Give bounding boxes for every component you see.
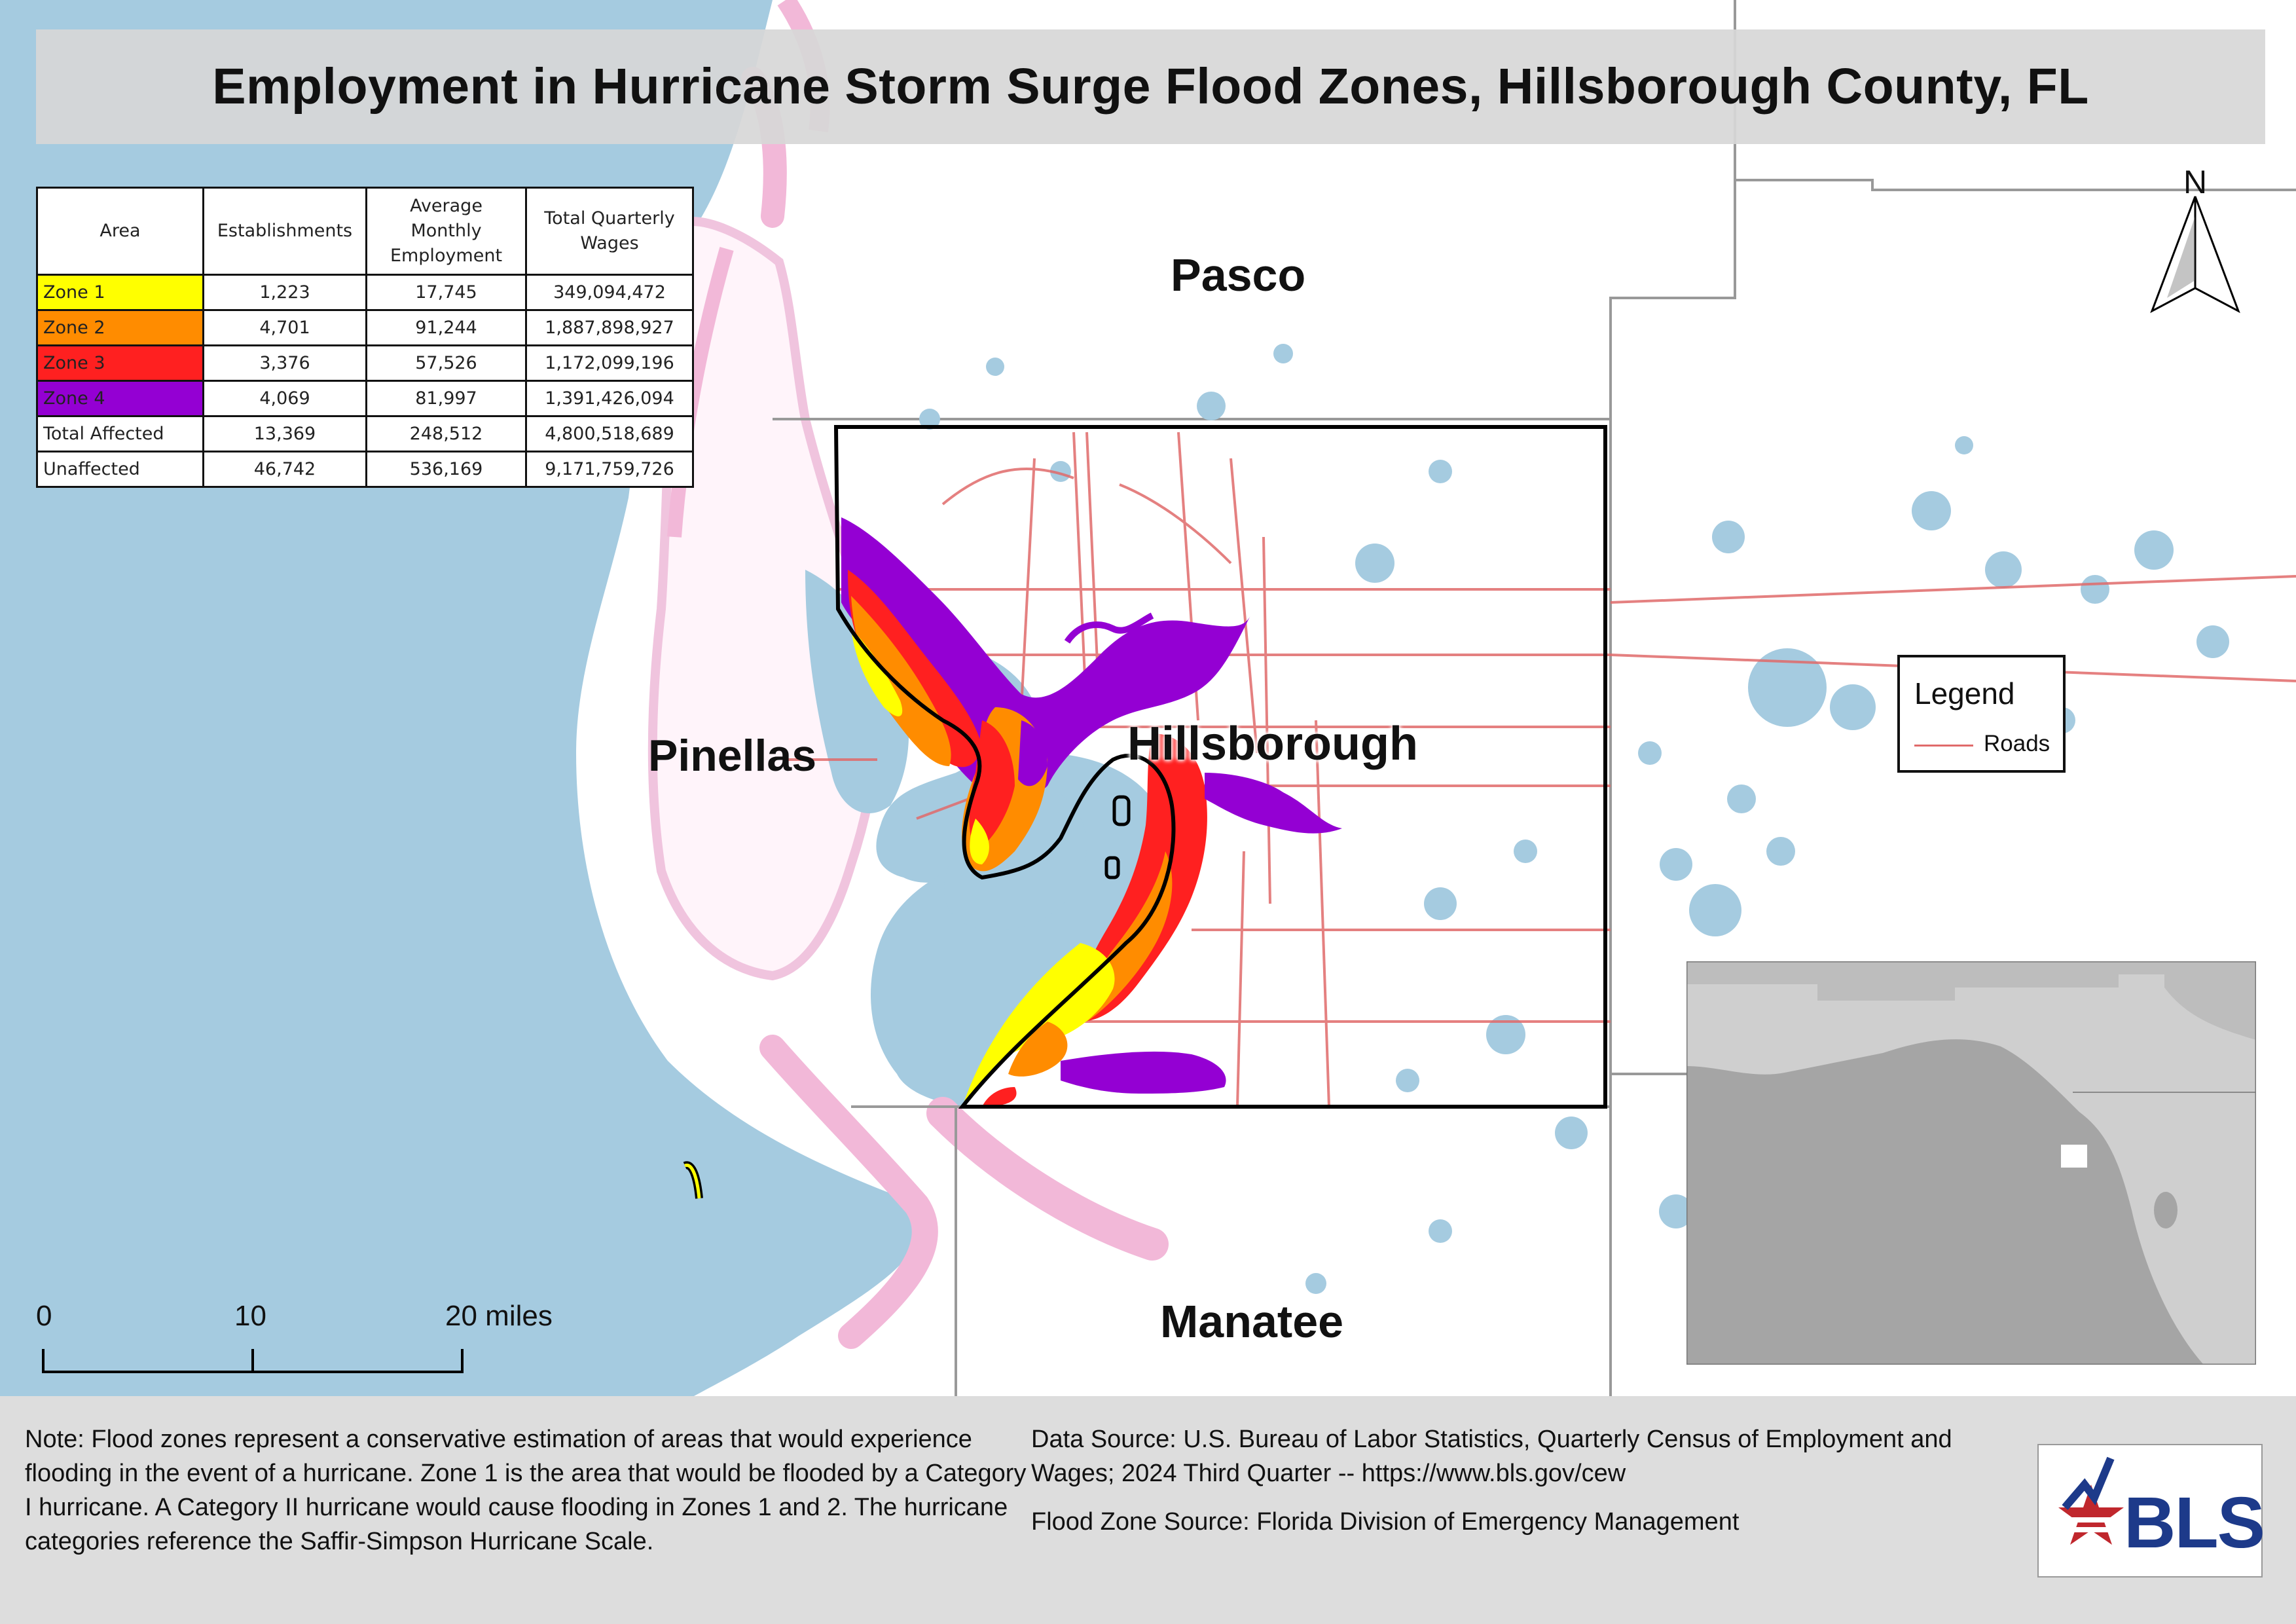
legend-title: Legend bbox=[1914, 676, 2015, 710]
row-wages-cell: 349,094,472 bbox=[525, 274, 694, 311]
flood-zone-3-area bbox=[848, 570, 982, 767]
row-wages-cell: 1,172,099,196 bbox=[525, 344, 694, 382]
header-area: Area bbox=[36, 187, 204, 276]
county-label-hillsborough: Hillsborough bbox=[1127, 718, 1418, 770]
pinellas-peninsula bbox=[647, 217, 884, 981]
bls-star-icon bbox=[2052, 1456, 2130, 1545]
header-employment: Average Monthly Employment bbox=[365, 187, 527, 276]
county-label-pinellas: Pinellas bbox=[648, 731, 817, 781]
row-establishments-cell: 46,742 bbox=[202, 451, 367, 488]
row-wages-cell: 9,171,759,726 bbox=[525, 451, 694, 488]
bay-island bbox=[684, 1163, 701, 1199]
footer-sources: Data Source: U.S. Bureau of Labor Statis… bbox=[1031, 1422, 2013, 1553]
table-header-row: Area Establishments Average Monthly Empl… bbox=[36, 187, 694, 276]
row-establishments-cell: 4,701 bbox=[202, 309, 367, 346]
row-establishments-cell: 13,369 bbox=[202, 415, 367, 452]
scale-label-20: 20 miles bbox=[445, 1300, 553, 1332]
header-establishments: Establishments bbox=[202, 187, 367, 276]
bay-island bbox=[1104, 856, 1120, 879]
map-title: Employment in Hurricane Storm Surge Floo… bbox=[212, 58, 2089, 115]
row-establishments-cell: 4,069 bbox=[202, 380, 367, 417]
flood-zone-2-area bbox=[851, 596, 951, 766]
county-label-manatee: Manatee bbox=[1160, 1296, 1344, 1347]
flood-zone-1-area bbox=[851, 629, 903, 716]
north-arrow-label: N bbox=[2183, 164, 2207, 200]
bls-logo-text: BLS bbox=[2124, 1483, 2265, 1563]
table-row: Total Affected 13,369 248,512 4,800,518,689 bbox=[36, 415, 694, 452]
scale-label-0: 0 bbox=[36, 1300, 52, 1332]
row-employment-cell: 81,997 bbox=[365, 380, 527, 417]
footer-panel bbox=[0, 1396, 2296, 1624]
row-employment-cell: 91,244 bbox=[365, 309, 527, 346]
roads bbox=[786, 432, 2296, 1107]
scale-label-10: 10 bbox=[234, 1300, 266, 1332]
title-bar: Employment in Hurricane Storm Surge Floo… bbox=[36, 29, 2265, 144]
row-employment-cell: 536,169 bbox=[365, 451, 527, 488]
row-establishments-cell: 1,223 bbox=[202, 274, 367, 311]
north-arrow-icon: N bbox=[2150, 164, 2240, 314]
legend-roads-label: Roads bbox=[1984, 731, 2050, 756]
row-wages-cell: 4,800,518,689 bbox=[525, 415, 694, 452]
table-body: Zone 1 1,223 17,745 349,094,472 Zone 2 4,701 9… bbox=[36, 274, 694, 488]
flood-zone-source-text: Flood Zone Source: Florida Division of E… bbox=[1031, 1508, 1740, 1536]
employment-table: Area Establishments Average Monthly Empl… bbox=[36, 187, 694, 488]
data-source-text: Data Source: U.S. Bureau of Labor Statis… bbox=[1031, 1426, 1952, 1487]
row-area-cell: Zone 4 bbox=[36, 380, 204, 417]
row-area-cell: Zone 3 bbox=[36, 344, 204, 382]
table-row: Zone 4 4,069 81,997 1,391,426,094 bbox=[36, 380, 694, 417]
row-area-cell: Zone 2 bbox=[36, 309, 204, 346]
row-area-cell: Total Affected bbox=[36, 415, 204, 452]
row-establishments-cell: 3,376 bbox=[202, 344, 367, 382]
lakes bbox=[919, 344, 2229, 1294]
header-wages: Total Quarterly Wages bbox=[525, 187, 694, 276]
row-employment-cell: 248,512 bbox=[365, 415, 527, 452]
table-row: Zone 3 3,376 57,526 1,172,099,196 bbox=[36, 344, 694, 382]
row-area-cell: Unaffected bbox=[36, 451, 204, 488]
row-employment-cell: 17,745 bbox=[365, 274, 527, 311]
legend-roads-swatch bbox=[1914, 745, 1973, 747]
table-row: Zone 2 4,701 91,244 1,887,898,927 bbox=[36, 309, 694, 346]
row-area-cell: Zone 1 bbox=[36, 274, 204, 311]
row-wages-cell: 1,887,898,927 bbox=[525, 309, 694, 346]
table-row: Zone 1 1,223 17,745 349,094,472 bbox=[36, 274, 694, 311]
bls-logo: BLS bbox=[2037, 1444, 2265, 1578]
scale-bar bbox=[42, 1349, 464, 1373]
table-row: Unaffected 46,742 536,169 9,171,759,726 bbox=[36, 451, 694, 488]
inset-locator-map bbox=[1686, 961, 2256, 1365]
legend: Legend Roads bbox=[1897, 655, 2066, 773]
row-wages-cell: 1,391,426,094 bbox=[525, 380, 694, 417]
row-employment-cell: 57,526 bbox=[365, 344, 527, 382]
bay-island bbox=[1112, 795, 1131, 826]
inset-study-area bbox=[2061, 1145, 2087, 1168]
county-label-pasco: Pasco bbox=[1171, 249, 1306, 301]
hillsborough-outline bbox=[833, 425, 1607, 1109]
footer-note: Note: Flood zones represent a conservati… bbox=[25, 1426, 1027, 1555]
